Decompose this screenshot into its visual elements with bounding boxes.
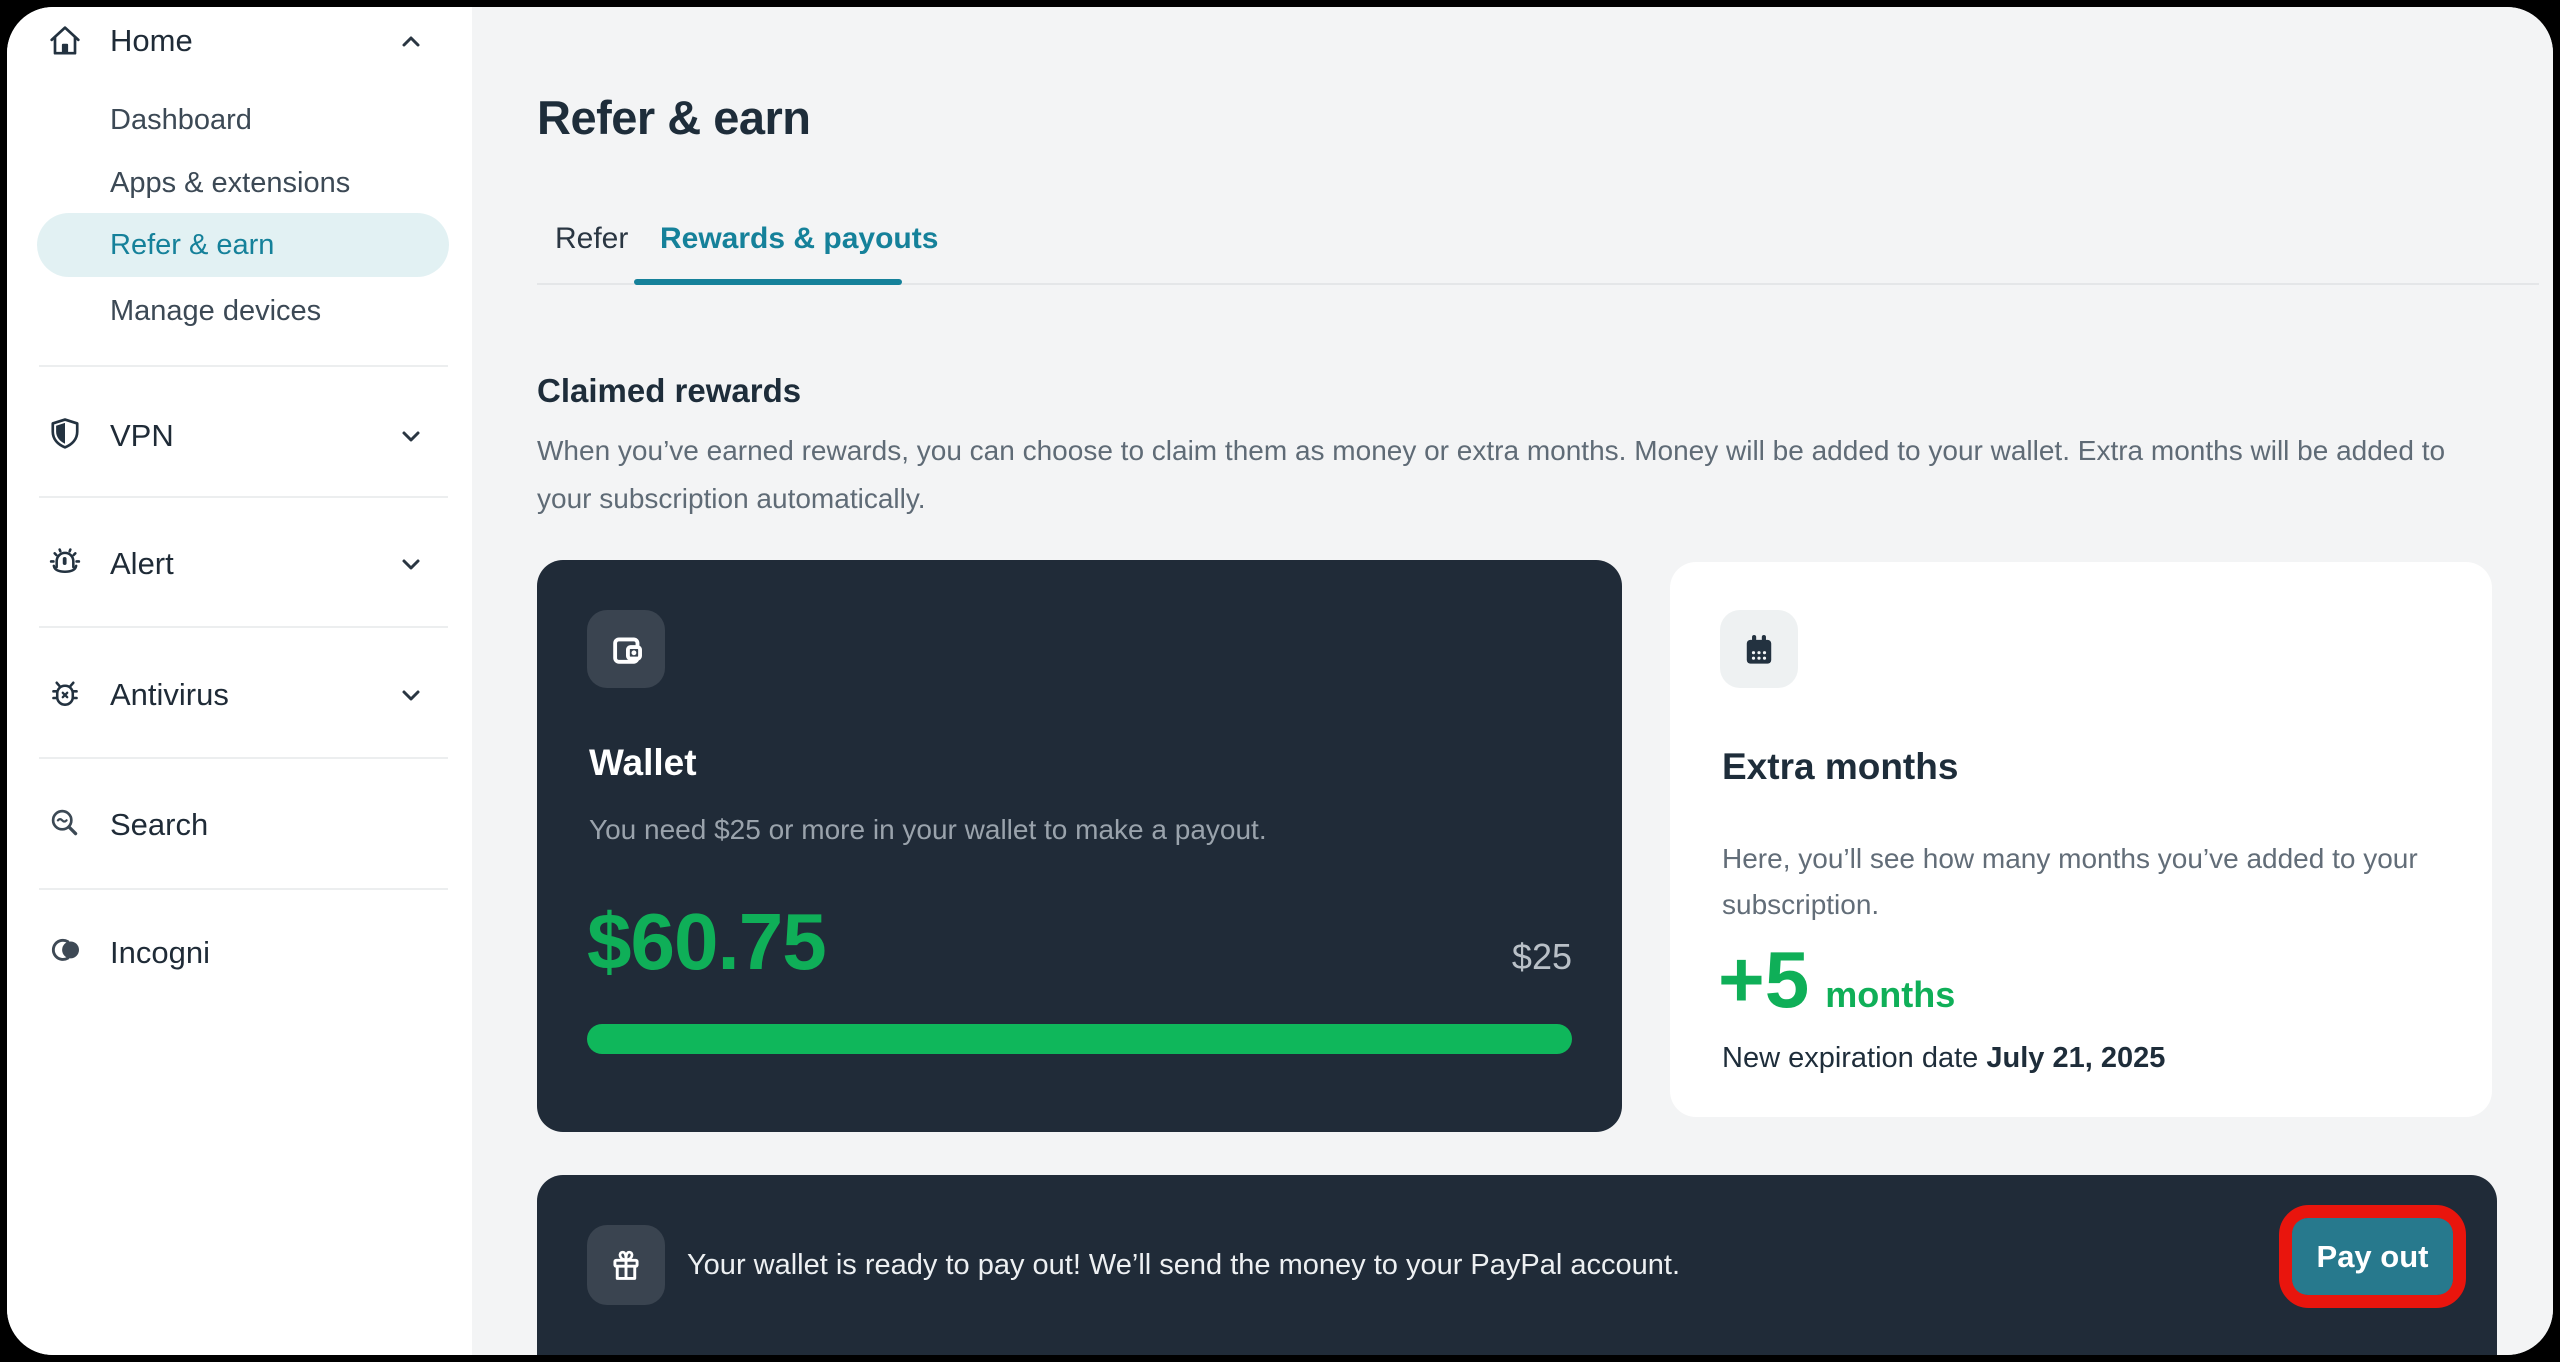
tab-rewards-payouts[interactable]: Rewards & payouts bbox=[660, 222, 939, 255]
sidebar-divider bbox=[39, 757, 448, 759]
expiration-date: July 21, 2025 bbox=[1986, 1042, 2166, 1074]
tab-refer[interactable]: Refer bbox=[555, 222, 629, 255]
highlight-ring: Pay out bbox=[2279, 1205, 2466, 1308]
sidebar-divider bbox=[39, 365, 448, 367]
main-content: Refer & earn Refer Rewards & payouts Cla… bbox=[472, 7, 2553, 1355]
tabs-divider bbox=[537, 283, 2539, 285]
incogni-icon bbox=[45, 931, 85, 971]
wallet-card: Wallet You need $25 or more in your wall… bbox=[537, 560, 1622, 1132]
sidebar-item-dashboard[interactable]: Dashboard bbox=[110, 104, 252, 136]
extra-months-card: Extra months Here, you’ll see how many m… bbox=[1670, 562, 2492, 1117]
payout-banner: Your wallet is ready to pay out! We’ll s… bbox=[537, 1175, 2497, 1355]
sidebar-item-manage-devices[interactable]: Manage devices bbox=[110, 295, 322, 327]
wallet-icon bbox=[587, 610, 665, 688]
shield-icon bbox=[45, 414, 85, 454]
sidebar-item-label: Alert bbox=[110, 546, 174, 581]
home-icon bbox=[45, 21, 85, 61]
active-tab-underline bbox=[634, 279, 902, 285]
extra-months-unit: months bbox=[1825, 974, 1956, 1015]
claimed-rewards-heading: Claimed rewards bbox=[537, 372, 802, 410]
calendar-icon bbox=[1720, 610, 1798, 688]
sidebar-item-label: Search bbox=[110, 807, 209, 842]
chevron-down-icon[interactable] bbox=[395, 548, 427, 580]
extra-months-subtitle: Here, you’ll see how many months you’ve … bbox=[1722, 843, 2418, 920]
bug-icon bbox=[45, 673, 85, 713]
expiration-line: New expiration date July 21, 2025 bbox=[1722, 1042, 2165, 1075]
sidebar-divider bbox=[39, 626, 448, 628]
sidebar-divider bbox=[39, 888, 448, 890]
extra-months-title: Extra months bbox=[1722, 746, 1959, 787]
expiration-label: New expiration date bbox=[1722, 1042, 1979, 1074]
sidebar-item-label: Home bbox=[110, 23, 193, 58]
payout-threshold: $25 bbox=[1511, 936, 1572, 977]
sidebar-item-label: Antivirus bbox=[110, 677, 229, 712]
sidebar-item-label: Incogni bbox=[110, 935, 210, 970]
app-window: Home Dashboard Apps & extensions Refer &… bbox=[7, 7, 2553, 1355]
extra-months-value: +5 bbox=[1718, 935, 1810, 1024]
wallet-subtitle: You need $25 or more in your wallet to m… bbox=[589, 814, 1267, 845]
wallet-progress-bar bbox=[587, 1024, 1572, 1054]
page-title: Refer & earn bbox=[537, 91, 811, 145]
sidebar-item-apps-extensions[interactable]: Apps & extensions bbox=[110, 167, 351, 199]
payout-banner-message: Your wallet is ready to pay out! We’ll s… bbox=[687, 1249, 1680, 1281]
pay-out-button[interactable]: Pay out bbox=[2292, 1218, 2453, 1295]
sidebar: Home Dashboard Apps & extensions Refer &… bbox=[7, 7, 472, 1355]
sidebar-divider bbox=[39, 496, 448, 498]
wallet-amount-row: $60.75 $25 bbox=[587, 896, 1572, 988]
sidebar-active-pill bbox=[37, 213, 449, 277]
wallet-balance: $60.75 bbox=[587, 897, 827, 986]
gift-icon bbox=[587, 1225, 665, 1305]
chevron-down-icon[interactable] bbox=[395, 420, 427, 452]
wallet-title: Wallet bbox=[589, 742, 697, 783]
extra-months-value-row: +5 months bbox=[1718, 934, 1955, 1026]
chevron-down-icon[interactable] bbox=[395, 679, 427, 711]
sidebar-item-refer-earn[interactable]: Refer & earn bbox=[110, 229, 275, 261]
claimed-rewards-description: When you’ve earned rewards, you can choo… bbox=[537, 435, 2446, 514]
siren-icon bbox=[45, 542, 85, 582]
sidebar-item-label: VPN bbox=[110, 418, 174, 453]
chevron-up-icon[interactable] bbox=[395, 26, 427, 58]
search-icon bbox=[45, 803, 85, 843]
